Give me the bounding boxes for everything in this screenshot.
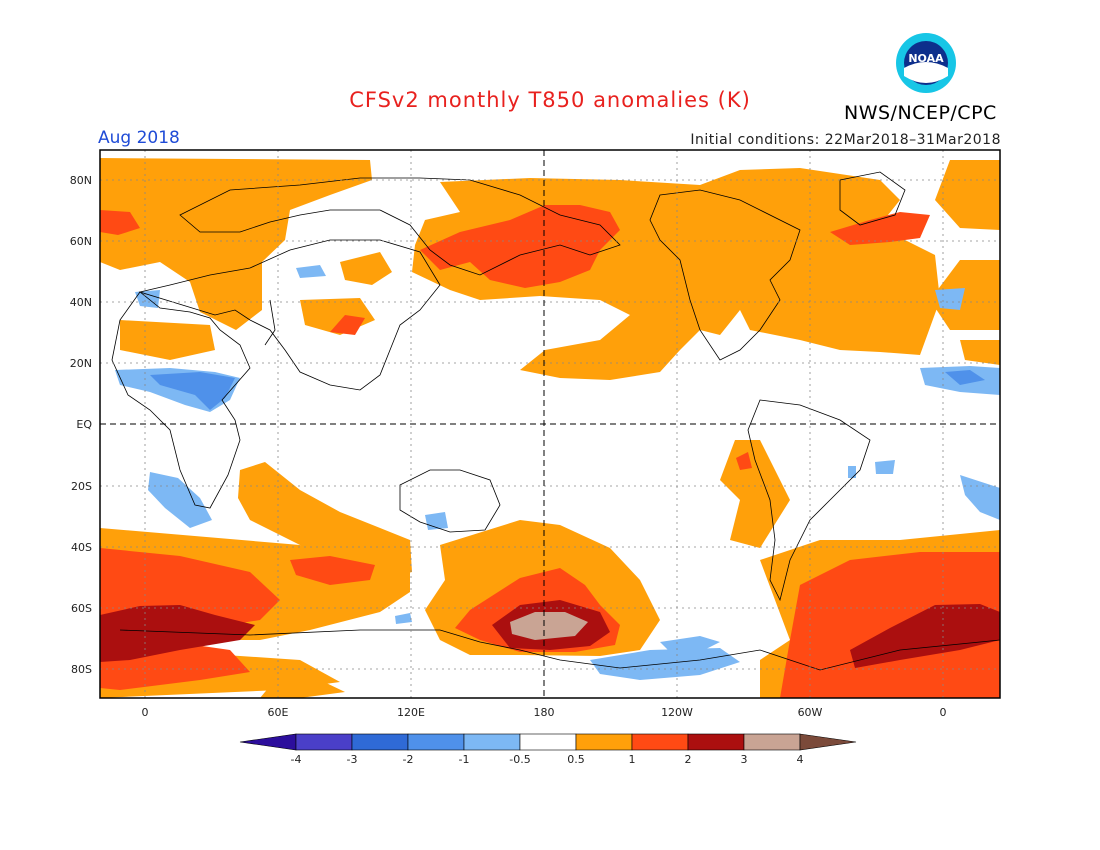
colorbar-segment xyxy=(631,733,689,751)
colorbar-label: -1 xyxy=(459,753,470,766)
colorbar-label: 2 xyxy=(685,753,692,766)
lon-label: 60W xyxy=(798,706,823,719)
colorbar-label: -3 xyxy=(347,753,358,766)
organization-label: NWS/NCEP/CPC xyxy=(844,102,997,124)
lon-label: 0 xyxy=(142,706,149,719)
colorbar-label: 0.5 xyxy=(567,753,585,766)
lon-label: 60E xyxy=(268,706,289,719)
lat-label: 40N xyxy=(70,296,92,309)
colorbar-segment xyxy=(519,733,577,751)
colorbar-segment xyxy=(463,733,521,751)
map-frame xyxy=(99,149,1001,699)
colorbar-segment xyxy=(295,733,353,751)
noaa-logo-text: NOAA xyxy=(908,52,944,65)
colorbar-label: -4 xyxy=(291,753,302,766)
lat-label: 40S xyxy=(71,541,92,554)
lat-label: 80S xyxy=(71,663,92,676)
noaa-logo: NOAA xyxy=(896,33,956,93)
forecast-month: Aug 2018 xyxy=(98,128,180,148)
lat-label: 20N xyxy=(70,357,92,370)
lon-label: 0 xyxy=(940,706,947,719)
colorbar-segment xyxy=(575,733,633,751)
colorbar: -4 -3 -2 -1 -0.5 0.5 1 2 3 4 xyxy=(239,733,857,766)
graticule xyxy=(100,150,1000,698)
colorbar-arrow-low xyxy=(239,733,297,751)
latitude-axis: 80N 60N 40N 20N EQ 20S 40S 60S 80S xyxy=(70,174,93,676)
colorbar-segment xyxy=(407,733,465,751)
initial-conditions: Initial conditions: 22Mar2018–31Mar2018 xyxy=(690,132,1001,148)
lat-label: 60N xyxy=(70,235,92,248)
colorbar-label: -0.5 xyxy=(509,753,530,766)
longitude-axis: 0 60E 120E 180 120W 60W 0 xyxy=(142,706,947,719)
colorbar-arrow-high xyxy=(799,733,857,751)
colorbar-segment xyxy=(687,733,745,751)
colorbar-segment xyxy=(743,733,801,751)
colorbar-label: 1 xyxy=(629,753,636,766)
lat-label: 60S xyxy=(71,602,92,615)
colorbar-segment xyxy=(351,733,409,751)
colorbar-label: 4 xyxy=(797,753,804,766)
colorbar-label: 3 xyxy=(741,753,748,766)
map-title: CFSv2 monthly T850 anomalies (K) xyxy=(349,88,751,112)
lat-label: EQ xyxy=(76,418,92,431)
colorbar-label: -2 xyxy=(403,753,414,766)
lon-label: 180 xyxy=(534,706,555,719)
lat-label: 80N xyxy=(70,174,92,187)
lon-label: 120E xyxy=(397,706,425,719)
lat-label: 20S xyxy=(71,480,92,493)
lon-label: 120W xyxy=(661,706,693,719)
